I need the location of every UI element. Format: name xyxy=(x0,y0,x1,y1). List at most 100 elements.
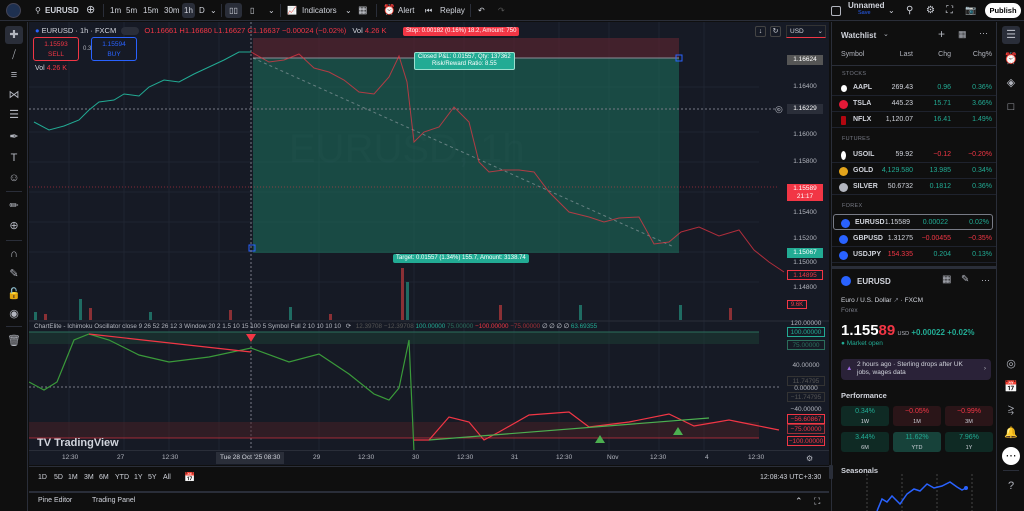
brush-icon[interactable]: ✒ xyxy=(9,131,19,143)
refresh-icon[interactable]: ↻ xyxy=(770,26,781,37)
watchlist-row-aapl[interactable]: AAPL 269.43 0.96 0.36% xyxy=(832,80,996,96)
details-edit-icon[interactable]: ✎ xyxy=(961,274,970,285)
range-1y[interactable]: 1Y xyxy=(134,474,143,481)
alerts-clock-icon[interactable]: ⏰ xyxy=(1004,53,1018,65)
expand-panel-icon[interactable]: ⌃ xyxy=(795,496,803,506)
details-symbol[interactable]: EURUSD xyxy=(857,277,891,286)
bar-chart-type-icon[interactable]: ▯ xyxy=(250,6,255,15)
fullscreen-icon[interactable]: ⛶ xyxy=(946,5,953,16)
col-chgp[interactable]: Chg% xyxy=(972,51,992,58)
watchlist-icon[interactable]: ☰ xyxy=(1002,26,1020,44)
trend-line-icon[interactable]: ⧸ xyxy=(12,49,16,61)
candles-chart-type-icon[interactable]: ▯▯ xyxy=(225,3,242,18)
axis-settings-icon[interactable]: ⚙ xyxy=(806,454,814,463)
apps-grid-icon[interactable]: ⋯ xyxy=(1002,447,1020,465)
pattern-icon[interactable]: ⋈ xyxy=(8,89,20,101)
calendar-icon[interactable]: 📅 xyxy=(1004,381,1018,393)
range-ytd[interactable]: YTD xyxy=(115,474,129,481)
sell-button[interactable]: 1.15593 SELL xyxy=(33,37,79,61)
layout-dropdown-icon[interactable]: ⌄ xyxy=(888,6,895,15)
maximize-panel-icon[interactable]: ⛶ xyxy=(814,496,821,506)
trash-icon[interactable]: 🗑 xyxy=(7,335,21,347)
layout-checkbox-icon[interactable] xyxy=(831,6,841,16)
interval-15m[interactable]: 15m xyxy=(143,6,159,15)
chart-type-dropdown-icon[interactable]: ⌄ xyxy=(268,6,275,15)
publish-button[interactable]: Publish xyxy=(985,3,1021,18)
quick-search-icon[interactable]: ⚲ xyxy=(906,5,914,16)
perf-1y[interactable]: 7.96% 1Y xyxy=(945,432,993,452)
crosshair-icon[interactable]: ✚ xyxy=(5,26,23,44)
chart-pane[interactable]: EURUSD, 1h xyxy=(29,22,829,450)
alert-button[interactable]: Alert xyxy=(398,6,415,15)
lock-icon[interactable]: 🔓 xyxy=(7,288,21,300)
target-label[interactable]: Target: 0.01557 (1.34%) 155.7, Amount: 3… xyxy=(393,254,529,263)
news-banner[interactable]: ▲ 2 hours ago · Sterling drops after UK … xyxy=(841,359,991,380)
replay-icon[interactable]: ⏮ xyxy=(425,6,433,15)
seasonals-title[interactable]: Seasonals xyxy=(841,466,879,475)
range-6m[interactable]: 6M xyxy=(99,474,109,481)
interval-30m[interactable]: 30m xyxy=(164,6,180,15)
seasonals-chart[interactable] xyxy=(862,474,982,511)
section-forex[interactable]: FOREX xyxy=(842,203,863,209)
stop-label[interactable]: Stop: 0.00182 (0.16%) 18.2, Amount: 750 xyxy=(403,27,520,36)
layout-save-link[interactable]: Save xyxy=(858,10,871,16)
section-stocks[interactable]: STOCKS xyxy=(842,71,867,77)
range-1d[interactable]: 1D xyxy=(38,474,47,481)
tab-trading-panel[interactable]: Trading Panel xyxy=(92,497,136,504)
emoji-icon[interactable]: ☺ xyxy=(8,172,20,184)
layers-icon[interactable]: ◈ xyxy=(1006,77,1016,89)
watchlist-title[interactable]: Watchlist xyxy=(841,31,877,40)
indicators-dropdown-icon[interactable]: ⌄ xyxy=(345,6,352,15)
replay-button[interactable]: Replay xyxy=(440,6,465,15)
symbol-search[interactable]: EURUSD xyxy=(45,6,79,15)
user-avatar[interactable] xyxy=(6,3,21,18)
indicators-icon[interactable]: 📈 xyxy=(287,6,297,15)
watchlist-dropdown-icon[interactable]: ⌄ xyxy=(883,31,889,38)
clock-timezone[interactable]: 12:08:43 UTC+3:30 xyxy=(760,474,822,481)
layouts-grid-icon[interactable]: ▦ xyxy=(358,5,368,16)
interval-1h[interactable]: 1h xyxy=(182,3,195,18)
interval-1m[interactable]: 1m xyxy=(110,6,122,15)
watchlist-row-nflx[interactable]: NFLX 1,120.07 16.41 1.49% xyxy=(832,112,996,128)
add-symbol-icon[interactable]: + xyxy=(938,27,946,41)
price-chart-canvas[interactable]: EURUSD, 1h xyxy=(29,22,829,450)
chat-icon[interactable]: □ xyxy=(1007,101,1015,113)
fib-channel-icon[interactable]: ≡ xyxy=(10,69,18,81)
range-5d[interactable]: 5D xyxy=(54,474,63,481)
settings-gear-icon[interactable]: ⚙ xyxy=(926,5,935,16)
redo-icon[interactable]: ↷ xyxy=(498,6,505,15)
details-grid-icon[interactable]: ▦ xyxy=(942,274,952,285)
watchlist-row-usoil[interactable]: USOIL 59.92 −0.12 −0.20% xyxy=(832,147,996,163)
perf-1m[interactable]: −0.05% 1M xyxy=(893,406,941,426)
news-feed-icon[interactable]: ⥸ xyxy=(1007,404,1015,416)
advanced-view-icon[interactable]: ▦ xyxy=(958,29,967,39)
time-axis[interactable]: 12:30 27 12:30 Tue 28 Oct '25 08:30 29 1… xyxy=(29,450,829,465)
interval-dropdown-icon[interactable]: ⌄ xyxy=(210,6,217,15)
watchlist-row-eurusd[interactable]: EURUSD 1.15589 0.00022 0.02% xyxy=(833,214,993,230)
perf-6m[interactable]: 3.44% 6M xyxy=(841,432,889,452)
perf-ytd[interactable]: 11.62% YTD xyxy=(893,432,941,452)
closed-pnl-label[interactable]: Closed P&L: 0.01557, Qty: 137362 Risk/Re… xyxy=(414,52,515,70)
ruler-icon[interactable]: ✏ xyxy=(9,200,19,212)
interval-5m[interactable]: 5m xyxy=(126,6,138,15)
scroll-down-button[interactable]: ↓ xyxy=(755,26,766,37)
interval-d[interactable]: D xyxy=(199,6,205,15)
notifications-bell-icon[interactable]: 🔔 xyxy=(1004,427,1018,439)
watchlist-row-silver[interactable]: SILVER 50.6732 0.1812 0.36% xyxy=(832,179,996,195)
tab-pine-editor[interactable]: Pine Editor xyxy=(38,497,73,504)
currency-select[interactable]: USD ⌄ xyxy=(786,25,826,38)
panel-divider[interactable] xyxy=(832,266,996,269)
watchlist-row-gbpusd[interactable]: GBPUSD 1.31275 −0.00455 −0.35% xyxy=(832,231,996,247)
section-futures[interactable]: FUTURES xyxy=(842,136,871,142)
target-icon[interactable]: ◎ xyxy=(1006,358,1016,370)
col-last[interactable]: Last xyxy=(899,51,913,58)
oscillator-title[interactable]: ChartElite - Ichimoku Oscillator close 9… xyxy=(34,323,341,330)
layout-name[interactable]: Unnamed xyxy=(848,1,885,10)
perf-1w[interactable]: 0.34% 1W xyxy=(841,406,889,426)
perf-3m[interactable]: −0.99% 3M xyxy=(945,406,993,426)
magnet-icon[interactable]: ∩ xyxy=(10,248,18,260)
forecast-tools-icon[interactable]: ☰ xyxy=(9,109,19,121)
legend-title[interactable]: EURUSD · 1h · FXCM xyxy=(41,26,117,35)
watchlist-row-gold[interactable]: GOLD 4,129.580 13.985 0.34% xyxy=(832,163,996,179)
range-all[interactable]: All xyxy=(163,474,171,481)
